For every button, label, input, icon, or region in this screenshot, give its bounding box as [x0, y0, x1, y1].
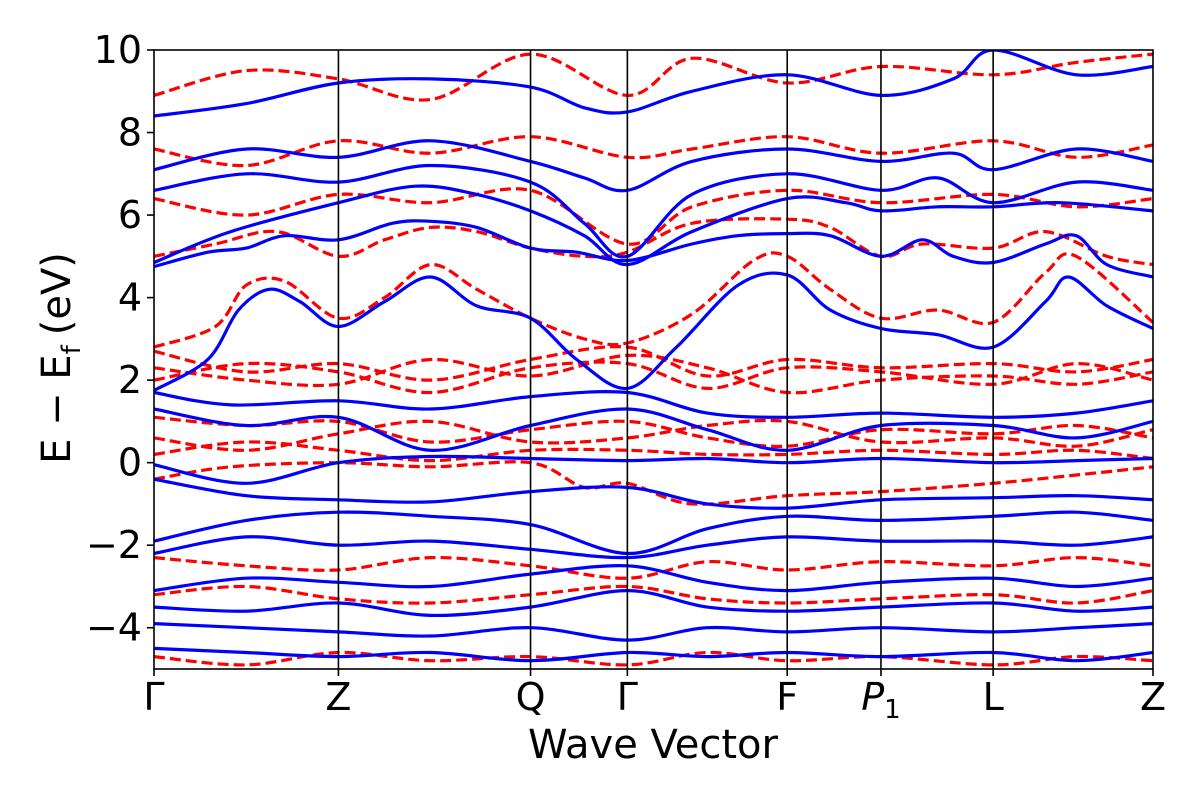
- band-solid-15: [154, 622, 1153, 642]
- y-tick-label-4: 2: [118, 358, 142, 402]
- x-tick-label-6: P1: [861, 675, 900, 725]
- band-dashed-1: [154, 217, 1153, 267]
- y-tick-label-7: 8: [118, 111, 142, 155]
- band-solid-11: [154, 510, 1153, 556]
- band-dashed-15: [154, 52, 1153, 102]
- band-dashed-13: [154, 187, 1153, 246]
- kpoint-lines: [337, 50, 994, 669]
- band-dashed-8: [154, 440, 1153, 463]
- series-dashed-red: [154, 52, 1153, 667]
- band-solid-8: [154, 407, 1153, 452]
- y-tick-label-2: −2: [86, 523, 142, 567]
- x-tick-label-main: L: [983, 675, 1004, 719]
- x-tick-label-8: Z: [1140, 675, 1166, 719]
- x-tick-label-main: Γ: [143, 675, 164, 719]
- x-tick-label-1: Γ: [143, 675, 164, 719]
- x-tick-label-main: Z: [325, 675, 351, 719]
- band-solid-9: [154, 454, 1153, 485]
- plot-frame: [153, 49, 1154, 670]
- band-solid-4: [154, 163, 1153, 259]
- band-dashed-10: [154, 555, 1153, 580]
- band-dashed-4: [154, 353, 1153, 395]
- x-axis-title: Wave Vector: [528, 722, 779, 768]
- band-solid-10: [154, 477, 1153, 510]
- x-tick-label-main: P: [861, 675, 884, 719]
- x-tick-label-4: Γ: [617, 675, 638, 719]
- x-tick-label-3: Q: [516, 675, 546, 719]
- band-dashed-2: [154, 251, 1153, 349]
- x-tick-label-5: F: [776, 675, 798, 719]
- x-tick-label-7: L: [983, 675, 1004, 719]
- band-dashed-3: [154, 345, 1153, 382]
- x-tick-label-2: Z: [325, 675, 351, 719]
- y-tick-label-1: −4: [86, 606, 142, 650]
- x-tick-label-main: F: [776, 675, 798, 719]
- y-axis-title-unit: (eV): [34, 252, 80, 335]
- x-tick-label-sub: 1: [884, 695, 901, 725]
- y-tick-label-5: 4: [118, 276, 142, 320]
- band-solid-3: [154, 184, 1153, 267]
- y-ticks: −4 −2 0 2 4 6 8 10: [86, 28, 154, 650]
- x-ticks: Γ Z Q Γ F P1 L Z: [143, 669, 1166, 725]
- x-tick-label-main: Γ: [617, 675, 638, 719]
- band-solid-12: [154, 535, 1153, 560]
- x-tick-label-main: Z: [1140, 675, 1166, 719]
- band-solid-1: [154, 219, 1153, 279]
- bands-layer: [154, 50, 1153, 667]
- band-solid-16: [154, 646, 1153, 663]
- x-tick-label-main: Q: [516, 675, 546, 719]
- y-axis-title-sub: f: [57, 344, 87, 354]
- y-tick-label-8: 10: [94, 28, 142, 72]
- band-solid-2: [154, 271, 1153, 392]
- band-dashed-14: [154, 135, 1153, 168]
- y-tick-label-3: 0: [118, 441, 142, 485]
- y-axis-title: E − Ef (eV): [34, 252, 87, 464]
- band-dashed-12: [154, 650, 1153, 667]
- y-tick-label-6: 6: [118, 193, 142, 237]
- y-axis-title-main: E − E: [34, 354, 80, 464]
